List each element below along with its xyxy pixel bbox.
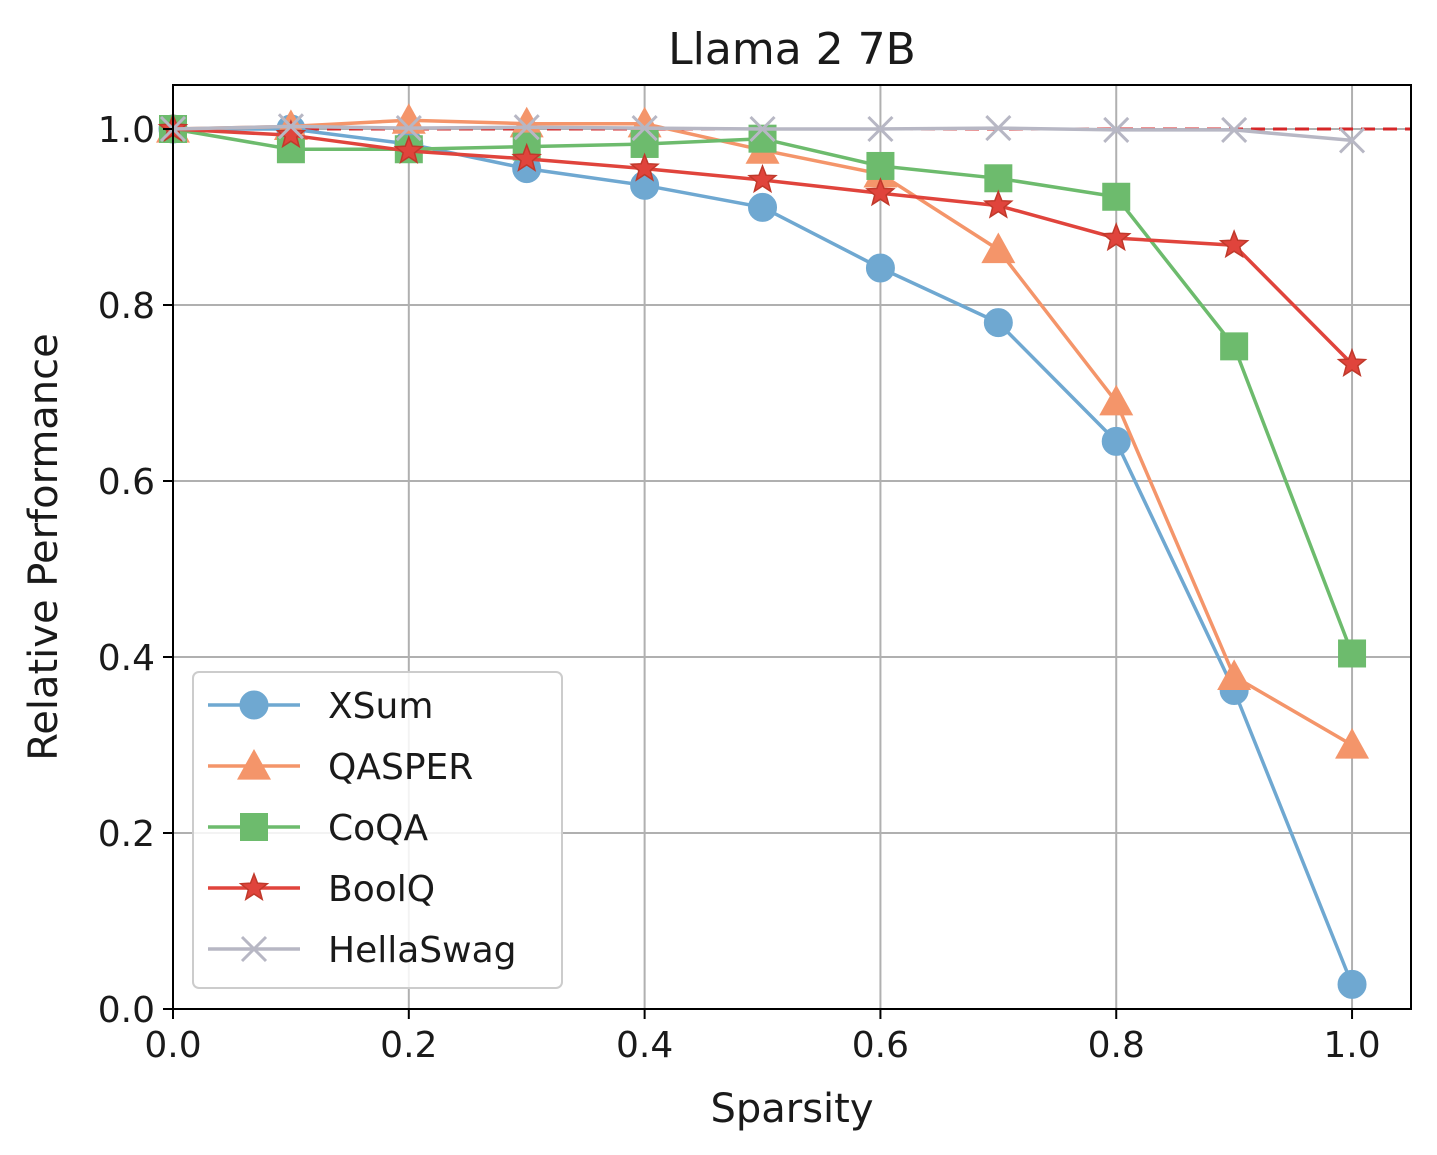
data-point-boolq <box>747 163 778 194</box>
data-point-hellaswag-stroke <box>395 115 422 142</box>
data-point-hellaswag-stroke <box>867 115 894 143</box>
data-point-hellaswag-stroke <box>985 115 1012 142</box>
data-point-boolq <box>511 142 542 172</box>
data-point-hellaswag <box>277 113 304 140</box>
data-point-boolq <box>393 134 425 164</box>
data-point-hellaswag <box>985 115 1012 142</box>
data-point-hellaswag-stroke <box>749 115 776 143</box>
axis-ticks: 0.0 0.2 0.4 0.6 0.8 1.0 0.0 0.2 0.4 0.6 0.8 1.0 <box>98 110 1381 1066</box>
x-tick-label: 1.0 <box>1323 1025 1380 1066</box>
x-tick-label: 0.2 <box>380 1025 437 1066</box>
series-hellaswag <box>159 113 1366 154</box>
legend-marker-qasper <box>237 749 271 780</box>
data-point-hellaswag-stroke <box>277 113 304 140</box>
legend-label: HellaSwag <box>328 930 517 971</box>
data-point-coqa <box>1338 639 1367 668</box>
legend-item-boolq: BoolQ <box>208 869 435 910</box>
data-point-xsum <box>1337 969 1367 999</box>
data-point-boolq <box>1218 229 1250 259</box>
legend-marker-coqa <box>240 813 268 841</box>
data-point-xsum <box>983 308 1013 338</box>
y-tick-label: 0.6 <box>98 462 155 503</box>
data-point-coqa <box>866 151 895 180</box>
y-tick-label: 0.2 <box>98 814 155 855</box>
plot-frame <box>172 84 1412 1010</box>
legend-marker-boolq <box>238 871 270 901</box>
data-point-boolq <box>275 119 307 149</box>
data-point-hellaswag-stroke <box>513 114 540 141</box>
legend-item-coqa: CoQA <box>208 808 428 849</box>
data-point-boolq <box>865 177 896 207</box>
data-point-xsum <box>630 170 660 200</box>
legend-label: CoQA <box>328 808 428 849</box>
legend: XSum QASPER CoQA BoolQ HellaSwag <box>192 671 563 989</box>
x-tick-label: 0.8 <box>1088 1025 1145 1066</box>
series-boolq <box>157 112 1368 377</box>
data-point-coqa <box>1220 332 1249 361</box>
x-axis-label: Sparsity <box>710 1086 873 1132</box>
x-tick-label: 0.0 <box>144 1025 201 1066</box>
data-point-hellaswag-stroke <box>1103 116 1130 143</box>
legend-item-hellaswag: HellaSwag <box>208 930 517 971</box>
legend-marker-hellaswag-stroke <box>240 935 268 963</box>
data-point-coqa <box>984 164 1013 193</box>
y-tick-label: 0.0 <box>98 990 155 1031</box>
data-point-hellaswag-stroke <box>631 115 658 142</box>
data-point-coqa <box>1102 182 1131 211</box>
data-point-xsum <box>1101 426 1131 456</box>
y-tick-label: 0.8 <box>98 286 155 327</box>
legend-marker-xsum <box>239 690 269 720</box>
data-point-hellaswag <box>1338 127 1366 154</box>
data-point-boolq <box>983 189 1014 219</box>
y-tick-label: 1.0 <box>98 110 155 151</box>
data-point-hellaswag-stroke <box>1338 127 1366 154</box>
x-tick-label: 0.6 <box>852 1025 909 1066</box>
data-point-hellaswag <box>395 115 422 142</box>
data-point-hellaswag <box>513 114 540 141</box>
data-point-boolq <box>1336 347 1368 377</box>
series-layer <box>156 103 1370 999</box>
data-point-boolq <box>629 152 660 182</box>
data-point-xsum <box>748 192 778 222</box>
legend-item-xsum: XSum <box>208 686 433 727</box>
data-point-qasper <box>1099 384 1134 416</box>
data-point-qasper <box>981 232 1016 264</box>
data-point-hellaswag <box>631 115 658 142</box>
legend-label: XSum <box>328 686 433 727</box>
data-point-qasper <box>509 106 544 138</box>
y-tick-label: 0.4 <box>98 638 155 679</box>
legend-marker-hellaswag <box>240 935 268 963</box>
data-point-xsum <box>865 253 895 283</box>
data-point-qasper <box>391 103 426 134</box>
data-point-hellaswag-stroke <box>1221 116 1248 143</box>
data-point-hellaswag <box>1221 116 1248 143</box>
data-point-qasper <box>1217 659 1252 690</box>
legend-label: BoolQ <box>328 869 435 910</box>
x-tick-label: 0.4 <box>616 1025 673 1066</box>
legend-box <box>192 671 563 989</box>
legend-label: QASPER <box>328 747 473 788</box>
chart-title: Llama 2 7B <box>668 24 916 75</box>
data-point-qasper <box>1335 728 1370 759</box>
data-point-hellaswag <box>749 115 776 143</box>
data-point-hellaswag <box>867 115 894 143</box>
legend-item-qasper: QASPER <box>208 747 473 788</box>
y-axis-label: Relative Performance <box>21 333 67 761</box>
data-point-boolq <box>1100 222 1132 252</box>
data-point-hellaswag <box>1103 116 1130 143</box>
